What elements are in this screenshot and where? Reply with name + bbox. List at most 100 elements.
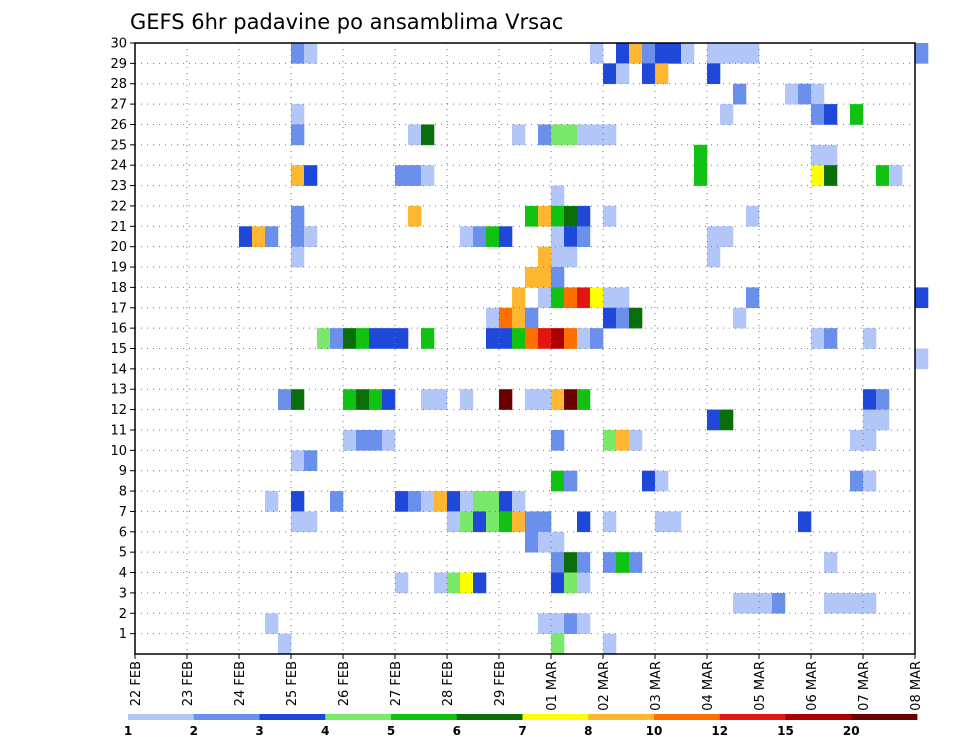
heatmap-cell (551, 429, 565, 451)
heatmap-cell (499, 328, 513, 349)
heatmap-cell (408, 491, 422, 512)
heatmap-cell (538, 389, 552, 410)
x-tick-label: 04 MAR (701, 661, 716, 711)
x-tick-label: 23 FEB (181, 661, 196, 706)
heatmap-cell (876, 165, 890, 186)
heatmap-cell (720, 409, 734, 431)
heatmap-cell (577, 124, 591, 146)
heatmap-cell (811, 144, 825, 166)
heatmap-cell (551, 470, 565, 492)
heatmap-cell (707, 409, 721, 431)
heatmap-cell (525, 267, 539, 288)
heatmap-cell (551, 572, 565, 594)
heatmap-cell (811, 104, 825, 125)
heatmap-cell (447, 491, 461, 512)
heatmap-cell (551, 552, 565, 573)
heatmap-cell (707, 63, 721, 85)
heatmap-cell (525, 328, 539, 349)
heatmap-cell (486, 491, 500, 512)
x-tick-label: 07 MAR (857, 661, 872, 711)
heatmap-cell (525, 531, 539, 553)
heatmap-cell (551, 328, 565, 349)
y-tick-label: 30 (110, 37, 127, 52)
y-tick-label: 1 (119, 627, 127, 642)
heatmap-cell (785, 83, 799, 105)
heatmap-cell (512, 491, 526, 512)
heatmap-cell (863, 328, 877, 349)
heatmap-cell (486, 328, 500, 349)
heatmap-cell (434, 572, 448, 594)
heatmap-cell (837, 592, 851, 614)
heatmap-cell (577, 328, 591, 349)
colorbar-swatch (785, 714, 852, 720)
heatmap-cell (707, 43, 721, 64)
heatmap-cell (577, 511, 591, 533)
heatmap-cell (291, 124, 305, 146)
heatmap-cell (525, 389, 539, 410)
colorbar-label: 10 (646, 724, 663, 738)
heatmap-cell (382, 328, 396, 349)
heatmap-cell (369, 429, 383, 451)
heatmap-cell (473, 491, 487, 512)
heatmap-cell (291, 104, 305, 125)
heatmap-cell (356, 389, 370, 410)
heatmap-cell (551, 205, 565, 227)
heatmap-cell (460, 572, 474, 594)
heatmap-cell (512, 124, 526, 146)
heatmap-cell (720, 226, 734, 247)
heatmap-cell (603, 511, 617, 533)
colorbar-label: 4 (321, 724, 329, 738)
heatmap-cell (486, 307, 500, 329)
heatmap-cell (356, 429, 370, 451)
heatmap-cell (304, 226, 318, 247)
heatmap-cell (291, 165, 305, 186)
heatmap-cell (408, 124, 422, 146)
heatmap-cell (382, 389, 396, 410)
heatmap-cell (265, 226, 279, 247)
heatmap-cell (798, 511, 812, 533)
colorbar-label: 1 (124, 724, 132, 738)
heatmap-cell (694, 165, 708, 186)
heatmap-cell (746, 43, 760, 64)
colorbar-swatch (654, 714, 721, 720)
heatmap-cell (577, 613, 591, 634)
x-tick-label: 25 FEB (285, 661, 300, 706)
heatmap-cell (291, 491, 305, 512)
colorbar-label: 12 (711, 724, 728, 738)
heatmap-cell (694, 144, 708, 166)
heatmap-cell (772, 592, 786, 614)
heatmap-cell (603, 287, 617, 309)
heatmap-cell (551, 389, 565, 410)
heatmap-cell (421, 491, 435, 512)
heatmap-cell (291, 511, 305, 533)
x-tick-label: 02 MAR (597, 661, 612, 711)
heatmap-cell (382, 429, 396, 451)
heatmap-cell (655, 470, 669, 492)
heatmap-cell (915, 348, 929, 370)
y-tick-label: 25 (110, 138, 127, 153)
heatmap-cell (850, 470, 864, 492)
heatmap-cell (421, 328, 435, 349)
colorbar-label: 20 (843, 724, 860, 738)
heatmap-cell (486, 511, 500, 533)
heatmap-cell (824, 592, 838, 614)
heatmap-cell (460, 226, 474, 247)
heatmap-cell (616, 287, 630, 309)
colorbar-swatch (128, 714, 195, 720)
heatmap-cell (525, 307, 539, 329)
heatmap-cell (421, 165, 435, 186)
heatmap-cell (811, 328, 825, 349)
colorbar-label: 7 (518, 724, 526, 738)
y-tick-label: 22 (110, 199, 127, 214)
colorbar-swatch (719, 714, 786, 720)
heatmap-cell (538, 246, 552, 268)
x-tick-label: 05 MAR (753, 661, 768, 711)
y-tick-label: 19 (110, 261, 127, 276)
heatmap-cell (642, 470, 656, 492)
colorbar-legend: 1 2 3 4 5 6 7 8 10 12 15 20 (124, 714, 918, 738)
heatmap-cell (369, 389, 383, 410)
heatmap-cell (915, 43, 929, 64)
heatmap-cell (681, 43, 695, 64)
heatmap-cell (642, 63, 656, 85)
heatmap-cell (720, 43, 734, 64)
